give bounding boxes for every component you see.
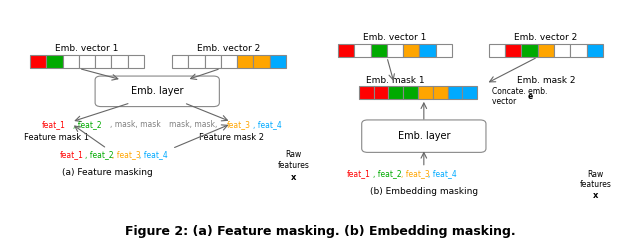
Text: x: x	[291, 173, 296, 182]
Text: Raw
features: Raw features	[579, 169, 611, 189]
FancyBboxPatch shape	[111, 55, 127, 68]
Text: feat_1: feat_1	[347, 169, 371, 179]
FancyBboxPatch shape	[127, 55, 144, 68]
Text: mask, mask,: mask, mask,	[169, 120, 220, 129]
FancyBboxPatch shape	[355, 44, 371, 57]
Text: x: x	[593, 191, 598, 199]
Text: , mask, mask: , mask, mask	[110, 120, 161, 129]
FancyBboxPatch shape	[269, 55, 286, 68]
FancyBboxPatch shape	[338, 44, 355, 57]
FancyBboxPatch shape	[433, 86, 447, 99]
FancyBboxPatch shape	[30, 55, 46, 68]
FancyBboxPatch shape	[522, 44, 538, 57]
FancyBboxPatch shape	[188, 55, 205, 68]
Text: Emb. layer: Emb. layer	[397, 131, 450, 141]
FancyBboxPatch shape	[403, 86, 418, 99]
Text: Concate. emb.
vector: Concate. emb. vector	[492, 87, 547, 106]
Text: Emb. vector 1: Emb. vector 1	[364, 33, 427, 42]
Text: Emb. layer: Emb. layer	[131, 86, 184, 96]
Text: (a) Feature masking: (a) Feature masking	[61, 168, 152, 177]
Text: , feat_3: , feat_3	[111, 150, 140, 159]
Text: , feat_2: , feat_2	[84, 150, 113, 159]
Text: , feat_2: , feat_2	[373, 169, 401, 179]
FancyBboxPatch shape	[237, 55, 253, 68]
Text: e: e	[528, 92, 533, 101]
FancyBboxPatch shape	[462, 86, 477, 99]
Text: Raw
features: Raw features	[277, 150, 309, 170]
FancyBboxPatch shape	[586, 44, 603, 57]
FancyBboxPatch shape	[570, 44, 586, 57]
Text: Emb. vector 1: Emb. vector 1	[55, 44, 118, 53]
Text: , feat_3: , feat_3	[401, 169, 429, 179]
FancyBboxPatch shape	[387, 44, 403, 57]
FancyBboxPatch shape	[489, 44, 505, 57]
Text: Emb. mask 1: Emb. mask 1	[365, 76, 424, 85]
FancyBboxPatch shape	[362, 120, 486, 152]
FancyBboxPatch shape	[221, 55, 237, 68]
FancyBboxPatch shape	[447, 86, 462, 99]
FancyBboxPatch shape	[419, 44, 436, 57]
Text: feat_3: feat_3	[227, 120, 251, 129]
Text: Feature mask 1: Feature mask 1	[24, 133, 89, 142]
FancyBboxPatch shape	[436, 44, 452, 57]
Text: Emb. vector 2: Emb. vector 2	[197, 44, 260, 53]
FancyBboxPatch shape	[172, 55, 188, 68]
Text: feat_1: feat_1	[42, 120, 66, 129]
Text: , feat_4: , feat_4	[253, 120, 282, 129]
Text: Emb. vector 2: Emb. vector 2	[515, 33, 577, 42]
FancyBboxPatch shape	[505, 44, 522, 57]
FancyBboxPatch shape	[79, 55, 95, 68]
FancyBboxPatch shape	[95, 55, 111, 68]
Text: Feature mask 2: Feature mask 2	[198, 133, 264, 142]
FancyBboxPatch shape	[538, 44, 554, 57]
FancyBboxPatch shape	[95, 76, 220, 107]
FancyBboxPatch shape	[418, 86, 433, 99]
FancyBboxPatch shape	[46, 55, 63, 68]
FancyBboxPatch shape	[253, 55, 269, 68]
Text: , feat_2: , feat_2	[73, 120, 102, 129]
Text: , feat_4: , feat_4	[139, 150, 167, 159]
FancyBboxPatch shape	[63, 55, 79, 68]
FancyBboxPatch shape	[554, 44, 570, 57]
FancyBboxPatch shape	[205, 55, 221, 68]
FancyBboxPatch shape	[374, 86, 388, 99]
Text: , feat_4: , feat_4	[428, 169, 456, 179]
FancyBboxPatch shape	[388, 86, 403, 99]
Text: Emb. mask 2: Emb. mask 2	[516, 76, 575, 85]
FancyBboxPatch shape	[403, 44, 419, 57]
Text: feat_1: feat_1	[60, 150, 83, 159]
Text: Figure 2: (a) Feature masking. (b) Embedding masking.: Figure 2: (a) Feature masking. (b) Embed…	[125, 225, 515, 238]
FancyBboxPatch shape	[359, 86, 374, 99]
Text: (b) Embedding masking: (b) Embedding masking	[370, 187, 478, 196]
FancyBboxPatch shape	[371, 44, 387, 57]
